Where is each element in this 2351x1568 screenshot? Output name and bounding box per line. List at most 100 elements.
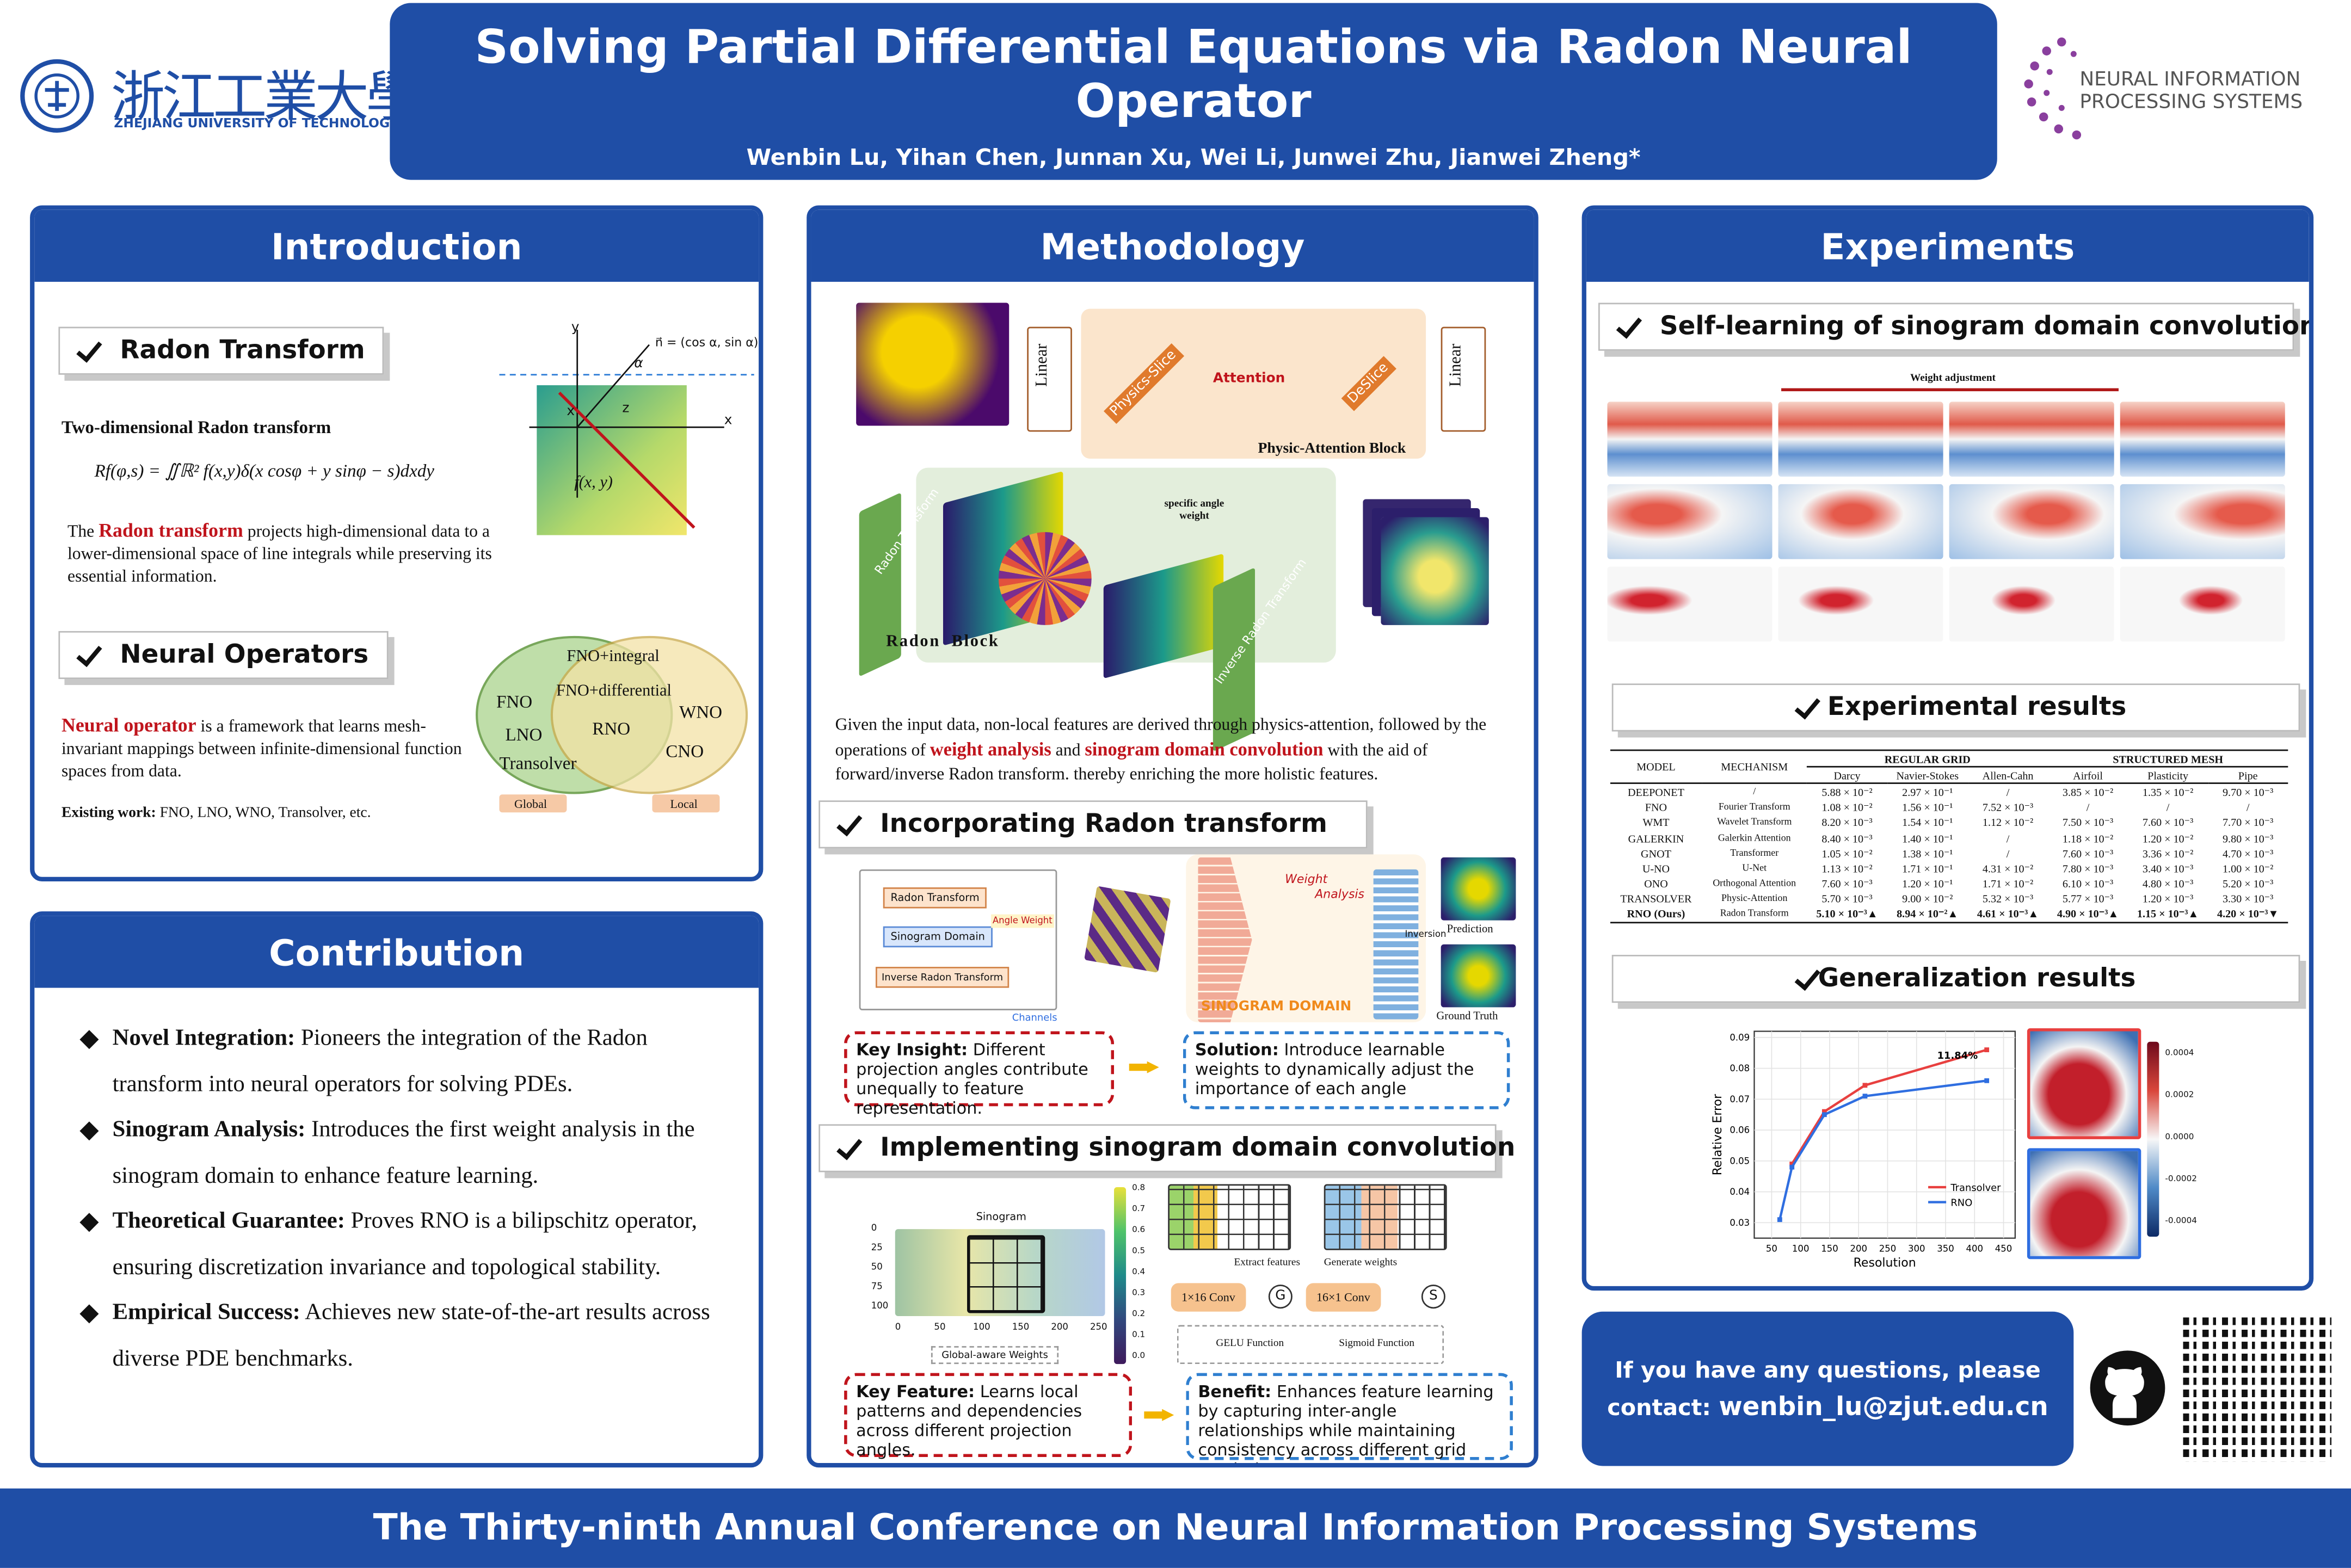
table-cell: 8.94 × 10⁻²▲	[1897, 908, 1959, 921]
figure-label: Prediction	[1447, 922, 1493, 936]
table-row: DEEPONET / 5.88 × 10⁻² 2.97 × 10⁻¹ / 3.85 × 1…	[1610, 784, 2288, 800]
block	[1441, 326, 1486, 432]
header-row: Darcy Navier-Stokes Allen-Cahn Airfoil Plast…	[1610, 767, 2288, 785]
text: projects high-dimensional data to a lowe…	[67, 523, 492, 587]
y-tick-label: 0.04	[1730, 1187, 1750, 1197]
check-icon	[836, 1133, 863, 1160]
item-lead: Empirical Success:	[112, 1299, 300, 1325]
results-table: MODEL MECHANISM REGULAR GRID STRUCTURED MES…	[1610, 749, 2288, 924]
figure-label: Sigmoid Function	[1339, 1337, 1415, 1349]
table-cell: 1.71 × 10⁻²	[1982, 876, 2034, 891]
table-cell: 5.77 × 10⁻³	[2062, 892, 2114, 906]
table-cell: 9.00 × 10⁻²	[1902, 892, 1953, 906]
radon-figure	[499, 330, 754, 535]
figure-label: GELU Function	[1216, 1337, 1284, 1349]
table-cell: 4.80 × 10⁻³	[2142, 876, 2194, 891]
y-tick-label: 0.07	[1730, 1094, 1750, 1104]
sinogram-grid	[967, 1235, 1045, 1313]
y-tick-label: 0.03	[1730, 1218, 1750, 1228]
university-cn: 浙江工業大學	[110, 67, 420, 129]
table-cell: 6.10 × 10⁻³	[2062, 876, 2114, 891]
table-cell: 7.60 × 10⁻³	[2062, 846, 2114, 860]
table-cell: DEEPONET	[1628, 785, 1684, 799]
shape	[34, 73, 80, 119]
heatmap	[2120, 484, 2285, 559]
table-cell: /	[2006, 846, 2010, 860]
heatmap	[1607, 566, 1773, 642]
legend-label: RNO	[1950, 1197, 1972, 1208]
table-cell: 7.60 × 10⁻³	[2142, 816, 2194, 830]
data-point	[1789, 1164, 1795, 1170]
shape	[652, 794, 720, 813]
sinogram-disc	[998, 532, 1092, 625]
contribution-list: Novel Integration: Pioneers the integrat…	[79, 1016, 724, 1382]
table-cell: 5.70 × 10⁻³	[1821, 892, 1873, 906]
shape	[2057, 37, 2066, 47]
text: Implementing sinogram domain convolution	[880, 1133, 1516, 1163]
heatmap	[2120, 402, 2285, 477]
x-axis-label: Resolution	[1854, 1256, 1916, 1270]
block	[1027, 326, 1072, 432]
text: Key Feature:	[856, 1382, 975, 1402]
heatmap	[1949, 402, 2114, 477]
x-tick-label: 150	[1821, 1244, 1838, 1254]
figure-label: Analysis	[1315, 887, 1365, 901]
table-row: RNO (Ours) Radon Transform 5.10 × 10⁻³▲ 8.9…	[1610, 906, 2288, 922]
item-lead: Sinogram Analysis:	[112, 1116, 306, 1143]
text: FNO, LNO, WNO, Transolver, etc.	[156, 805, 371, 822]
shape	[2042, 46, 2051, 55]
text: Neural Operators	[120, 640, 369, 670]
github-icon[interactable]	[2089, 1349, 2167, 1427]
shape	[2072, 130, 2082, 140]
text: Solution:	[1195, 1040, 1279, 1060]
shape	[2030, 61, 2039, 71]
check-icon	[1794, 964, 1820, 991]
table-cell: 4.31 × 10⁻²	[1982, 861, 2034, 875]
text: Neural operator	[61, 713, 196, 736]
table-row: TRANSOLVER Physic-Attention 5.70 × 10⁻³ 9.0…	[1610, 891, 2288, 906]
venn-diagram	[476, 635, 748, 813]
table-cell: Radon Transform	[1720, 909, 1789, 920]
figure-label: Weight	[1285, 872, 1328, 886]
solution-box: Solution: Introduce learnable weights to…	[1183, 1031, 1510, 1109]
table-cell: 8.40 × 10⁻³	[1821, 831, 1873, 845]
affiliation: Zhejiang University of Technology , Hang…	[865, 183, 1522, 210]
figure-label: G	[1268, 1285, 1293, 1309]
table-cell: 1.54 × 10⁻¹	[1902, 816, 1953, 830]
ground-truth-image	[1441, 944, 1516, 1008]
table-cell: 1.35 × 10⁻²	[2142, 785, 2194, 799]
item-text: Achieves new state-of-the-art results ac…	[112, 1299, 710, 1371]
tick-label: 0.7	[1132, 1205, 1146, 1214]
tick-label: 100	[973, 1322, 990, 1333]
subheading: Self-learning of sinogram domain convolu…	[1598, 303, 2309, 351]
figure-label: Angle Weight	[991, 914, 1054, 928]
check-icon	[76, 336, 102, 363]
table-cell: /	[1753, 787, 1756, 798]
table-cell: GALERKIN	[1628, 831, 1684, 845]
table-cell: Galerkin Attention	[1718, 832, 1791, 843]
table-cell: Fourier Transform	[1718, 802, 1790, 813]
colorbar-tick: -0.0004	[2165, 1217, 2197, 1226]
table-cell: 1.08 × 10⁻²	[1821, 800, 1873, 814]
plot-area	[1753, 1030, 2016, 1239]
table-cell: 7.70 × 10⁻³	[2223, 816, 2274, 830]
column-header: Navier-Stokes	[1887, 767, 1968, 785]
table-cell: 5.88 × 10⁻²	[1821, 785, 1873, 799]
heatmap	[1778, 402, 1943, 477]
arrow	[1129, 1061, 1159, 1073]
check-icon	[1616, 312, 1642, 339]
x-tick-label: 300	[1908, 1244, 1925, 1254]
shape	[45, 81, 69, 111]
tick-label: 0.2	[1132, 1310, 1146, 1319]
y-tick-label: 0.05	[1730, 1156, 1750, 1166]
figure-label: x	[724, 413, 733, 429]
shape	[20, 59, 94, 133]
tick-label: 0.8	[1132, 1184, 1146, 1194]
heatmap	[1778, 566, 1943, 642]
table-cell: 1.20 × 10⁻¹	[1902, 876, 1953, 891]
subheading: Implementing sinogram domain convolution	[818, 1124, 1515, 1172]
table-cell: TRANSOLVER	[1620, 892, 1692, 906]
output-stack	[1381, 517, 1489, 625]
university-en: ZHEJIANG UNIVERSITY OF TECHNOLOGY	[114, 116, 399, 132]
shape	[576, 344, 650, 428]
